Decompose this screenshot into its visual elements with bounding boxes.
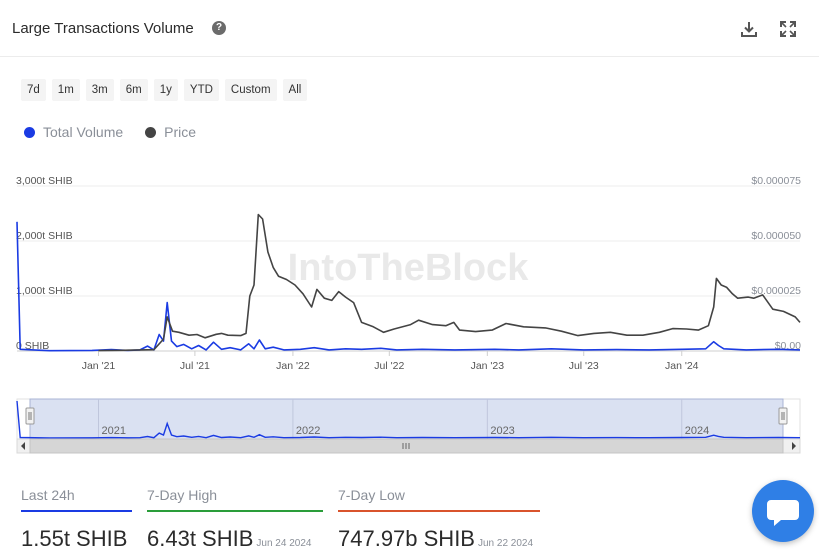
stat-value: 6.43t SHIB Jun 24 2024 [147,526,312,551]
fullscreen-icon[interactable] [779,20,797,38]
y-left-tick-label: 3,000t SHIB [16,175,73,187]
navigator-right-handle [778,407,788,425]
stat-date: Jun 22 2024 [477,538,534,549]
range-navigator[interactable]: 2021 2022 2023 2024 [0,398,819,456]
question-icon[interactable]: ? [212,21,226,35]
stat-label: Last 24h [21,487,75,503]
legend-dot-total-volume [24,126,35,138]
navigator-year-label: 2023 [490,425,514,437]
stat-7day-low: 7-Day Low 747.97b SHIB Jun 22 2024 [338,487,540,552]
x-tick-label: Jul '21 [180,360,210,372]
series-line-total-volume [16,221,801,352]
x-tick-label: Jan '24 [665,360,699,372]
range-ytd-button[interactable]: YTD [183,79,219,101]
range-3m-button[interactable]: 3m [85,79,114,101]
scroll-left-arrow-icon [21,442,25,450]
range-1m-button[interactable]: 1m [51,79,80,101]
y-left-tick-label: 1,000t SHIB [16,285,73,297]
navigator-year-label: 2024 [685,425,709,437]
stat-underline [338,510,540,512]
chat-bubble-icon [767,500,799,526]
navigator-year-label: 2022 [296,425,320,437]
stats-panel: Last 24h 1.55t SHIB 7-Day High 6.43t SHI… [21,487,551,551]
x-tick-label: Jan '22 [276,360,310,372]
stat-date: Jun 24 2024 [256,538,312,549]
navigator-volume-line [16,400,801,439]
legend-label: Total Volume [43,124,124,140]
stat-underline [147,510,323,512]
download-icon[interactable] [740,20,758,38]
range-1y-button[interactable]: 1y [153,79,178,101]
range-selector: 7d 1m 3m 6m 1y YTD Custom All [21,79,308,101]
stat-value: 1.55t SHIB [21,526,128,551]
stat-label: 7-Day High [147,487,218,503]
range-all-button[interactable]: All [282,79,308,101]
chart-header: Large Transactions Volume ? [0,0,819,57]
y-right-tick-label: $0.000025 [751,285,801,297]
stat-value: 747.97b SHIB Jun 22 2024 [338,526,534,551]
stat-last-24h: Last 24h 1.55t SHIB [21,487,132,552]
watermark-text: IntoTheBlock [288,247,530,289]
chart-legend: Total Volume Price [24,124,196,140]
legend-dot-price [145,126,157,138]
page-title: Large Transactions Volume [12,20,194,37]
y-right-tick-label: $0.000050 [751,230,801,242]
navigator-selection [29,398,784,440]
chat-button[interactable] [752,480,814,542]
stat-underline [21,510,132,512]
scrollbar-grip-icon [402,443,410,449]
range-6m-button[interactable]: 6m [119,79,148,101]
legend-item-price[interactable]: Price [145,124,196,140]
scroll-right-arrow-icon [792,442,796,450]
range-7d-button[interactable]: 7d [21,79,46,101]
x-tick-label: Jul '23 [569,360,599,372]
range-custom-button[interactable]: Custom [224,79,277,101]
x-tick-label: Jul '22 [374,360,404,372]
stat-7day-high: 7-Day High 6.43t SHIB Jun 24 2024 [147,487,323,552]
legend-item-total-volume[interactable]: Total Volume [24,124,123,140]
x-tick-label: Jan '23 [471,360,505,372]
y-left-tick-label: 2,000t SHIB [16,230,73,242]
stat-label: 7-Day Low [338,487,405,503]
y-right-tick-label: $0.000075 [751,175,801,187]
series-line-price [98,213,801,352]
x-tick-label: Jan '21 [82,360,116,372]
legend-label: Price [164,124,197,140]
navigator-left-handle [25,407,35,425]
navigator-year-label: 2021 [101,425,125,437]
